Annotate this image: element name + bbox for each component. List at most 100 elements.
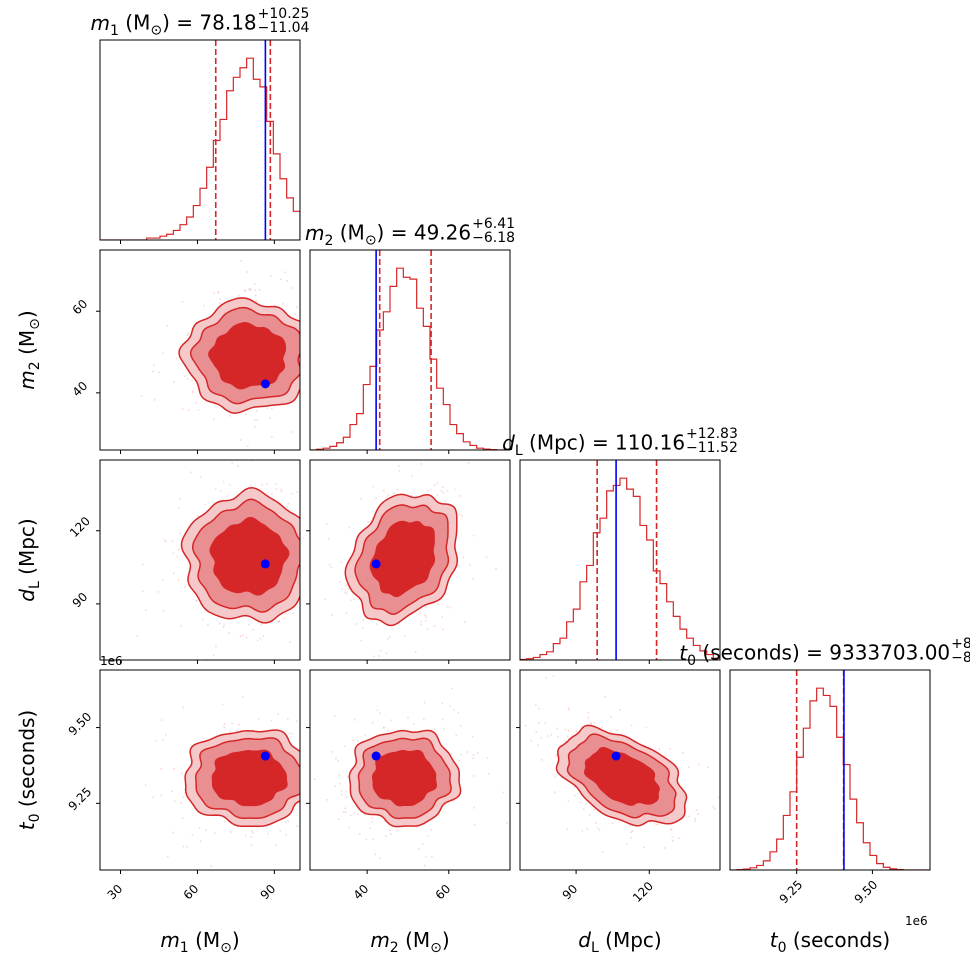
unit: (seconds) bbox=[792, 928, 891, 952]
sample-point bbox=[407, 716, 409, 719]
sample-point bbox=[444, 500, 447, 502]
sample-point bbox=[411, 494, 413, 497]
symbol: m2 bbox=[305, 221, 333, 248]
sample-point bbox=[385, 652, 388, 655]
sample-point bbox=[320, 781, 322, 783]
sample-point bbox=[286, 718, 289, 720]
sample-point bbox=[213, 418, 215, 421]
panel-frame bbox=[519, 459, 721, 661]
sample-point bbox=[554, 776, 557, 778]
symbol-letter: t bbox=[15, 822, 39, 831]
sample-point bbox=[270, 275, 272, 277]
title-minus-error: −11.04 bbox=[257, 20, 310, 36]
sample-point bbox=[369, 423, 371, 425]
sample-point bbox=[197, 515, 200, 517]
sample-point bbox=[324, 530, 326, 532]
sample-point bbox=[449, 705, 451, 708]
sample-point bbox=[315, 381, 317, 383]
sample-point bbox=[358, 833, 361, 835]
sample-point bbox=[333, 337, 335, 339]
sample-point bbox=[201, 618, 204, 621]
sample-point bbox=[526, 791, 528, 793]
sample-point bbox=[346, 776, 349, 778]
sample-point bbox=[245, 413, 247, 415]
sample-point bbox=[524, 724, 527, 727]
sample-point bbox=[353, 598, 356, 601]
sample-point bbox=[356, 740, 359, 743]
sample-point bbox=[254, 426, 256, 428]
sample-point bbox=[173, 380, 175, 383]
sample-point bbox=[706, 766, 709, 769]
sample-point bbox=[255, 410, 258, 412]
sample-point bbox=[280, 488, 282, 491]
sample-point bbox=[214, 488, 217, 491]
sample-point bbox=[260, 623, 263, 626]
sample-point bbox=[162, 352, 164, 355]
sample-point bbox=[398, 470, 401, 472]
sample-point bbox=[424, 614, 426, 617]
sample-point bbox=[304, 461, 306, 463]
unit-suffix: ) bbox=[441, 928, 450, 952]
sample-point bbox=[285, 613, 288, 615]
sample-point bbox=[210, 865, 213, 868]
sample-point bbox=[344, 807, 346, 810]
sample-point bbox=[283, 617, 286, 620]
sample-point bbox=[239, 439, 242, 441]
sample-point bbox=[425, 606, 427, 609]
sample-point bbox=[237, 465, 239, 468]
sample-point bbox=[205, 658, 207, 660]
sample-point bbox=[304, 395, 306, 397]
sample-point bbox=[362, 627, 364, 629]
sample-point bbox=[631, 830, 634, 833]
sample-point bbox=[195, 321, 198, 324]
sample-point bbox=[358, 598, 361, 600]
sample-point bbox=[579, 801, 582, 804]
sample-point bbox=[290, 493, 293, 495]
sample-point bbox=[303, 382, 305, 384]
sample-point bbox=[458, 760, 461, 762]
sample-point bbox=[568, 708, 570, 711]
sample-point bbox=[342, 774, 344, 776]
sample-point bbox=[426, 628, 429, 630]
sample-point bbox=[374, 853, 377, 856]
sample-point bbox=[194, 402, 197, 404]
sample-point bbox=[286, 505, 288, 508]
sample-point bbox=[454, 488, 457, 491]
sample-point bbox=[557, 735, 560, 738]
sample-point bbox=[222, 626, 225, 628]
sample-point bbox=[317, 367, 319, 369]
sample-point bbox=[287, 502, 290, 505]
panel-frame bbox=[99, 459, 301, 661]
title-value: = 78.18 bbox=[169, 10, 257, 35]
sample-point bbox=[587, 711, 590, 714]
sample-point bbox=[314, 407, 316, 409]
sample-point bbox=[337, 335, 339, 337]
sample-point bbox=[312, 819, 314, 821]
sample-point bbox=[378, 655, 380, 657]
histogram-steps bbox=[520, 477, 720, 660]
sample-point bbox=[423, 718, 425, 720]
sample-point bbox=[196, 384, 199, 387]
sample-point bbox=[161, 719, 163, 721]
sample-point bbox=[275, 488, 278, 490]
sample-point bbox=[555, 755, 558, 757]
sample-point bbox=[422, 680, 424, 682]
sample-point bbox=[228, 415, 231, 417]
sample-point bbox=[302, 771, 304, 773]
sample-point bbox=[486, 757, 489, 759]
symbol: dL bbox=[15, 581, 43, 602]
sample-point bbox=[144, 784, 147, 787]
title-plus-error: +12.83 bbox=[686, 426, 738, 442]
sample-point bbox=[556, 727, 559, 730]
panel-frame bbox=[729, 669, 931, 871]
sample-point bbox=[333, 341, 335, 343]
sample-point bbox=[593, 809, 595, 811]
sample-point bbox=[417, 848, 420, 850]
sample-point bbox=[241, 696, 244, 699]
sample-point bbox=[301, 361, 303, 363]
sample-point bbox=[326, 545, 328, 547]
sample-point bbox=[296, 824, 299, 827]
sample-point bbox=[207, 624, 209, 626]
sample-point bbox=[575, 730, 578, 733]
